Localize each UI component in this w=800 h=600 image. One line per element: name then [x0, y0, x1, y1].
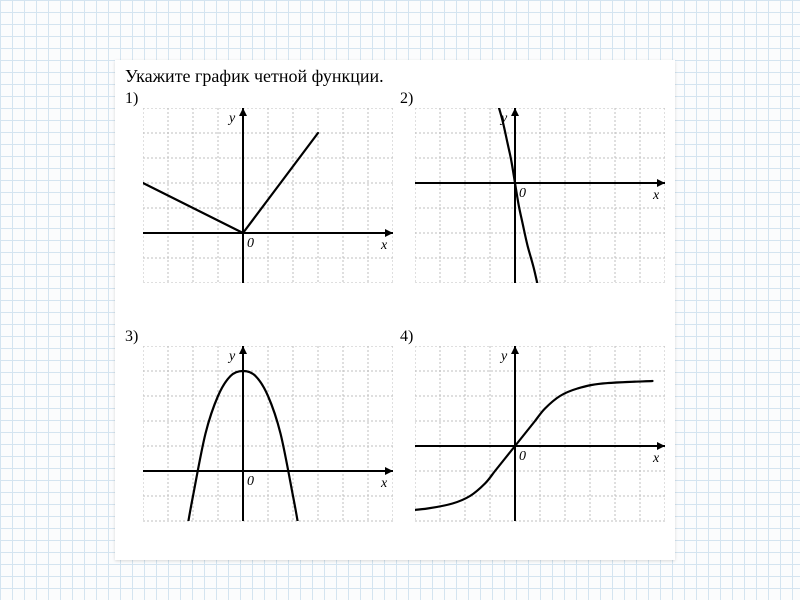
panel-label-4: 4) [400, 328, 413, 346]
origin-label: 0 [247, 474, 254, 489]
origin-label: 0 [247, 236, 254, 251]
chart-2: 0yx [415, 108, 665, 283]
panel-label-3: 3) [125, 328, 138, 346]
panel-label-2: 2) [400, 90, 413, 108]
origin-label: 0 [519, 449, 526, 464]
exercise-card: Укажите график четной функции. 1) 0 y x 2) 0 y… [115, 60, 675, 560]
exercise-title: Укажите график четной функции. [125, 66, 384, 87]
origin-label: 0 [519, 186, 526, 201]
panel-label-1: 1) [125, 90, 138, 108]
x-axis-label: x [652, 188, 660, 203]
chart-4: 0 y x [415, 346, 665, 526]
chart-3: 0 y x [143, 346, 393, 526]
chart-1: 0 y x [143, 108, 393, 283]
x-axis-label: x [380, 476, 388, 491]
y-axis-label: y [227, 349, 236, 364]
x-axis-label: x [380, 238, 388, 253]
y-axis-label: y [227, 111, 236, 126]
y-axis-label: y [499, 349, 508, 364]
x-axis-label: x [652, 451, 660, 466]
